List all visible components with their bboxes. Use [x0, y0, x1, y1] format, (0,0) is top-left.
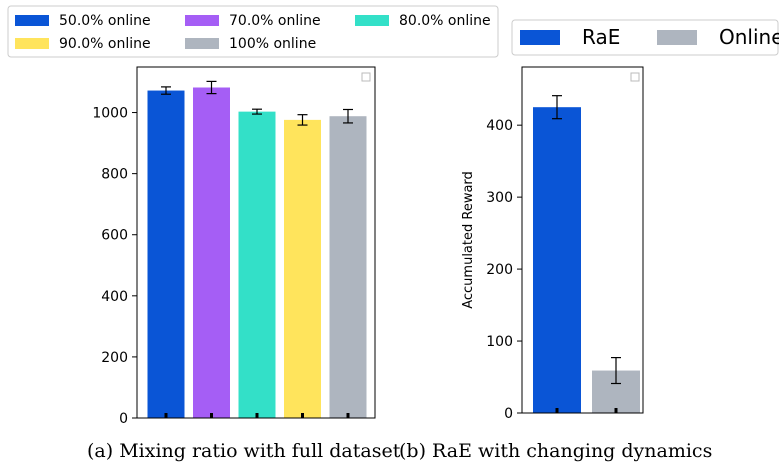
legend-b-swatch [657, 30, 697, 45]
caption-b: (b) RaE with changing dynamics [399, 440, 712, 462]
panel-a-ytick-label: 1000 [92, 106, 128, 122]
legend-a-swatch [355, 15, 389, 26]
panel-a-bar [329, 116, 367, 418]
panel-a-empty-legend-marker [361, 72, 371, 82]
panel-b-ytick-label: 0 [504, 406, 513, 422]
panel-b-ytick-label: 200 [486, 262, 513, 278]
panel-b-ytick-label: 300 [486, 190, 513, 206]
panel-a-ytick-label: 400 [101, 289, 128, 305]
legend-a-label: 70.0% online [229, 13, 321, 29]
panel-a-bar [238, 111, 276, 418]
legend-a-swatch [15, 15, 49, 26]
panel-a: 0 200 400 600 800 1000 [92, 66, 376, 427]
legend-a: 50.0% online 70.0% online 80.0% online 90.0… [7, 5, 499, 58]
panel-b-ylabel: Accumulated Reward [461, 171, 476, 309]
legend-b-label: Online [719, 25, 779, 49]
panel-a-bar [193, 87, 230, 419]
panel-a-ytick-label: 200 [101, 350, 128, 366]
panel-a-ytick-label: 600 [101, 228, 128, 244]
legend-a-swatch [185, 15, 219, 26]
panel-a-bar [147, 90, 185, 418]
legend-b-frame [511, 19, 779, 56]
panel-a-ytick-label: 0 [119, 411, 128, 427]
legend-a-swatch [15, 38, 49, 49]
panel-b-ytick-label: 400 [486, 118, 513, 134]
panel-b-ytick-label: 100 [486, 334, 513, 350]
legend-a-label: 100% online [229, 36, 316, 52]
legend-a-swatch [185, 38, 219, 49]
legend-a-label: 50.0% online [59, 13, 151, 29]
panel-b-empty-legend-marker [630, 72, 640, 82]
legend-b-swatch [520, 30, 560, 45]
legend-b: RaE Online [511, 19, 779, 56]
panel-b-frame [521, 66, 644, 414]
legend-a-label: 80.0% online [399, 13, 491, 29]
legend-b-label: RaE [582, 25, 620, 49]
panel-a-ytick-label: 800 [101, 167, 128, 183]
caption-a: (a) Mixing ratio with full dataset [87, 440, 401, 462]
panel-b-bar [533, 107, 581, 413]
panel-a-bar [284, 119, 321, 418]
panel-a-frame [136, 66, 376, 419]
panel-b: 0 100 200 300 400 Accumulated Reward [461, 66, 644, 422]
legend-a-label: 90.0% online [59, 36, 151, 52]
